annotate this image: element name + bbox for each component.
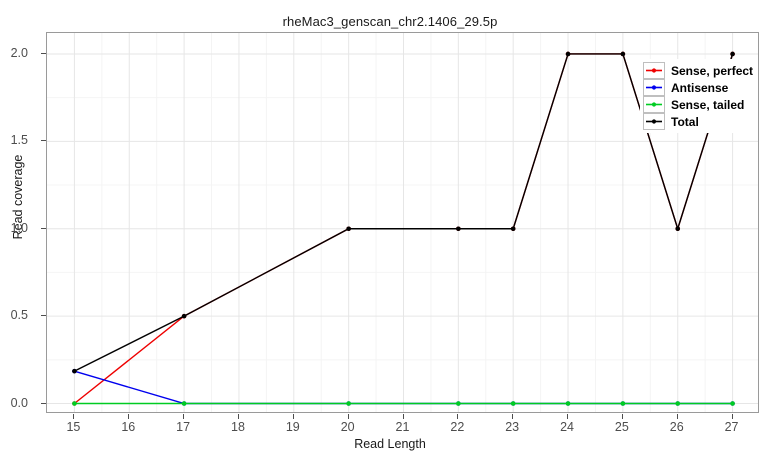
y-tick-label: 0.0 [10, 395, 28, 410]
series-total [72, 51, 735, 374]
data-point [181, 401, 187, 406]
data-point [675, 401, 681, 406]
y-tick-label: 0.5 [10, 308, 28, 323]
legend-label: Sense, perfect [671, 63, 754, 78]
legend-label: Sense, tailed [671, 97, 745, 112]
x-tick-label: 26 [669, 420, 684, 434]
data-point [510, 226, 516, 232]
x-tick-mark [457, 414, 459, 419]
legend-key-icon [643, 96, 665, 113]
series-sense-tailed [72, 401, 735, 406]
x-tick-mark [731, 414, 733, 419]
x-tick-mark [512, 414, 514, 419]
data-point [456, 226, 461, 232]
x-tick-label: 22 [450, 420, 465, 434]
data-point [72, 368, 77, 374]
x-tick-mark [128, 414, 130, 419]
x-tick-mark [347, 414, 349, 419]
legend-key-icon [643, 113, 665, 130]
x-tick-mark [621, 414, 623, 419]
x-tick-label: 20 [340, 420, 355, 434]
legend-key-icon [643, 79, 665, 96]
data-point [730, 51, 735, 57]
x-tick-mark [73, 414, 75, 419]
data-point [620, 51, 626, 57]
x-tick-label: 21 [395, 420, 410, 434]
y-tick-mark [41, 52, 46, 54]
data-point [181, 313, 187, 319]
x-tick-label: 19 [285, 420, 300, 434]
y-axis-label: Read coverage [11, 154, 25, 240]
x-tick-mark [183, 414, 185, 419]
y-tick-mark [41, 227, 46, 229]
page-title: rheMac3_genscan_chr2.1406_29.5p [282, 14, 498, 29]
y-tick-label: 1.5 [10, 133, 28, 148]
legend-item: Antisense [643, 79, 753, 96]
legend-item: Sense, perfect [643, 62, 753, 79]
x-tick-mark [237, 414, 239, 419]
x-tick-label: 27 [724, 420, 739, 434]
data-point [346, 401, 351, 406]
data-point [456, 401, 461, 406]
x-tick-label: 25 [614, 420, 629, 434]
legend-key-icon [643, 62, 665, 79]
y-tick-mark [41, 402, 46, 404]
legend: Sense, perfect Antisense Sense, tailed Tota… [640, 59, 759, 133]
data-point [510, 401, 516, 406]
x-tick-label: 15 [66, 420, 81, 434]
x-tick-label: 17 [176, 420, 191, 434]
data-point [565, 401, 571, 406]
x-tick-mark [676, 414, 678, 419]
x-tick-mark [567, 414, 569, 419]
y-tick-mark [41, 140, 46, 142]
legend-label: Total [671, 114, 699, 129]
legend-item: Sense, tailed [643, 96, 753, 113]
x-axis-label: Read Length [354, 437, 426, 451]
y-tick-label: 1.0 [10, 220, 28, 235]
y-tick-label: 2.0 [10, 45, 28, 60]
data-point [565, 51, 571, 57]
x-tick-label: 16 [121, 420, 136, 434]
x-tick-label: 23 [505, 420, 520, 434]
legend-item: Total [643, 113, 753, 130]
x-tick-label: 18 [231, 420, 245, 434]
legend-label: Antisense [671, 80, 729, 95]
x-tick-label: 24 [560, 420, 574, 434]
y-tick-mark [41, 315, 46, 317]
data-point [675, 226, 681, 232]
x-tick-mark [292, 414, 294, 419]
data-point [620, 401, 626, 406]
data-point [730, 401, 735, 406]
data-point [346, 226, 351, 232]
x-tick-mark [402, 414, 404, 419]
data-layer [72, 51, 735, 406]
data-point [72, 401, 77, 406]
series-antisense [72, 368, 735, 406]
